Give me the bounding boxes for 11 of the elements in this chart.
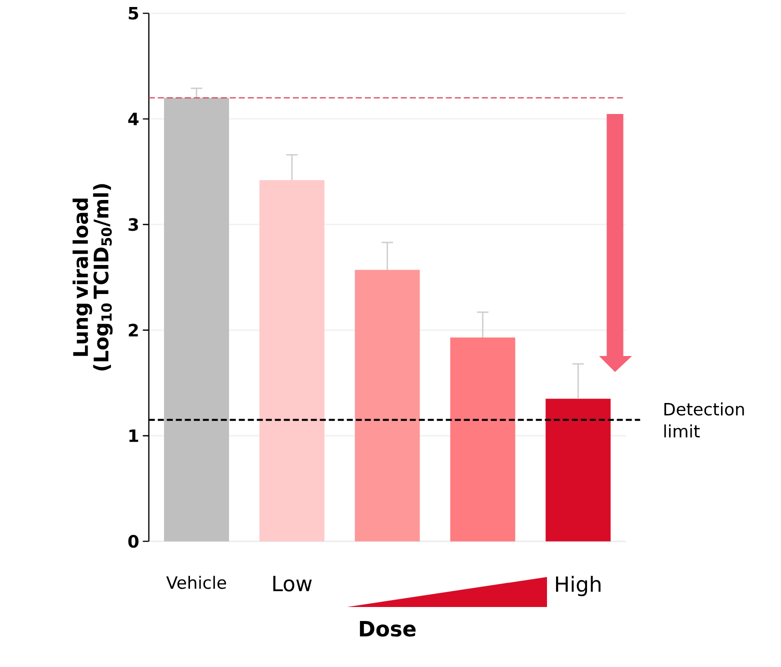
x-tick-label: Low [273,576,312,592]
x-axis-title: Dose [360,621,416,637]
y-tick-label: 0 [128,534,138,548]
y-tick-label: 1 [129,430,138,442]
y-tick-label: 2 [128,324,138,336]
ref-line-label: Detection limit [664,402,744,438]
y-tick-label: 5 [128,7,138,20]
x-tick-label: Vehicle [166,576,226,589]
y-tick-label: 3 [128,218,138,231]
y-tick-label: 4 [128,112,139,126]
x-tick-label: High [556,576,600,596]
